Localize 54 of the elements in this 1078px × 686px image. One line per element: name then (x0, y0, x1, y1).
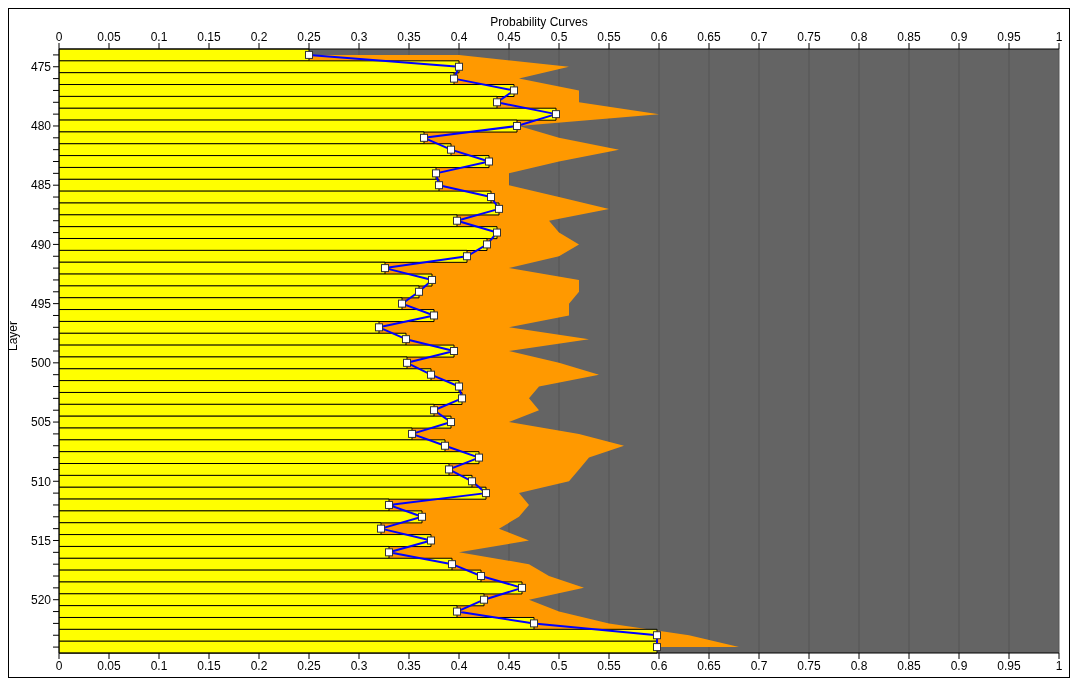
x-tick-label: 0.8 (850, 30, 868, 44)
x-tick-label: 0 (55, 30, 63, 44)
x-tick-label: 0.85 (897, 30, 921, 44)
x-tick-label: 0.4 (450, 30, 468, 44)
x2-tick-label: 0.65 (697, 658, 721, 673)
x-tick-label: 0.3 (350, 30, 368, 44)
x-tick-label: 0.1 (150, 30, 168, 44)
x-tick-label: 1 (1055, 30, 1063, 44)
y-tick-label: 475 (30, 60, 52, 75)
y-tick-label: 490 (30, 237, 52, 252)
y-axis-title: Layer (6, 320, 21, 351)
x-tick-label: 0.45 (497, 30, 521, 44)
x2-tick-label: 0.85 (897, 658, 921, 673)
x-tick-label: 0.05 (97, 30, 121, 44)
x2-tick-label: 0 (55, 658, 63, 673)
y-tick-label: 520 (30, 592, 52, 607)
x2-tick-label: 0.05 (97, 658, 121, 673)
x-tick-label: 0.9 (950, 30, 968, 44)
x2-tick-label: 0.5 (550, 658, 568, 673)
x-tick-label: 0.2 (250, 30, 268, 44)
x-tick-label: 0.65 (697, 30, 721, 44)
x2-tick-label: 0.75 (797, 658, 821, 673)
y-tick-label: 505 (30, 415, 52, 430)
x-tick-label: 0.6 (650, 30, 668, 44)
y-tick-label: 480 (30, 119, 52, 134)
x2-tick-label: 0.35 (397, 658, 421, 673)
x2-tick-label: 0.25 (297, 658, 321, 673)
y-tick-label: 515 (30, 533, 52, 548)
x2-tick-label: 0.7 (750, 658, 768, 673)
x-tick-label: 0.7 (750, 30, 768, 44)
x2-tick-label: 0.9 (950, 658, 968, 673)
x2-tick-label: 1 (1055, 658, 1063, 673)
x-tick-label: 0.35 (397, 30, 421, 44)
y-tick-label: 510 (30, 474, 52, 489)
x-tick-label: 0.5 (550, 30, 568, 44)
x2-tick-label: 0.1 (150, 658, 168, 673)
y-tick-label: 485 (30, 178, 52, 193)
chart-title: Probability Curves (489, 15, 589, 29)
x2-tick-label: 0.8 (850, 658, 868, 673)
x-tick-label: 0.75 (797, 30, 821, 44)
x2-tick-label: 0.15 (197, 658, 221, 673)
x2-tick-label: 0.4 (450, 658, 468, 673)
x2-tick-label: 0.55 (597, 658, 621, 673)
x-tick-label: 0.25 (297, 30, 321, 44)
x2-tick-label: 0.95 (997, 658, 1021, 673)
x2-tick-label: 0.6 (650, 658, 668, 673)
x2-tick-label: 0.2 (250, 658, 268, 673)
x-tick-label: 0.15 (197, 30, 221, 44)
x2-tick-label: 0.3 (350, 658, 368, 673)
y-tick-label: 500 (30, 356, 52, 371)
y-tick-label: 495 (30, 296, 52, 311)
x2-tick-label: 0.45 (497, 658, 521, 673)
x-tick-label: 0.95 (997, 30, 1021, 44)
x-tick-label: 0.55 (597, 30, 621, 44)
